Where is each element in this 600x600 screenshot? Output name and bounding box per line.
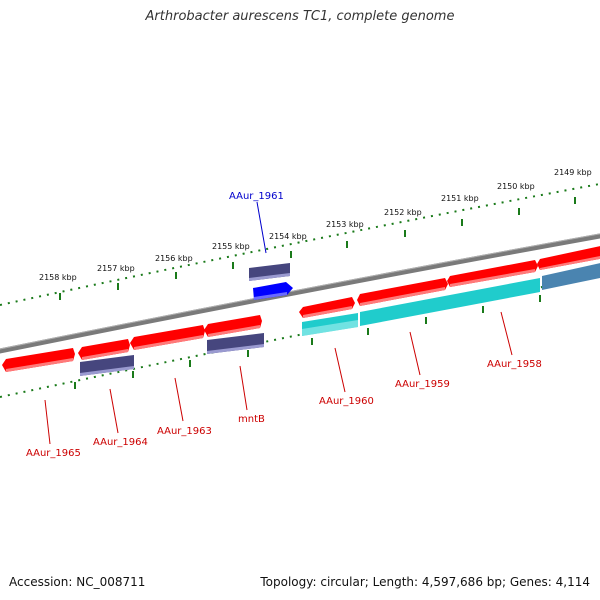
tick-label: 2153 kbp [326, 220, 364, 229]
gene-label-AAur-1961[interactable]: AAur_1961 [229, 191, 284, 202]
tick-label: 2157 kbp [97, 264, 135, 273]
ruler-tick-labels: 2149 kbp 2150 kbp 2151 kbp 2152 kbp 2153… [39, 168, 592, 282]
gene-labels: AAur_1961 AAur_1958 AAur_1959 AAur_1960 … [26, 191, 542, 459]
tick-label: 2156 kbp [155, 254, 193, 263]
lower-major-ticks [74, 295, 541, 389]
gene-label-AAur-1964[interactable]: AAur_1964 [93, 437, 148, 448]
tick-label: 2155 kbp [212, 242, 250, 251]
genome-stats-text: Topology: circular; Length: 4,597,686 bp… [260, 575, 590, 589]
genome-backbone-highlight [0, 233, 600, 350]
gene-label-AAur-1963[interactable]: AAur_1963 [157, 426, 212, 437]
gene-navy-box-mid[interactable] [207, 333, 264, 354]
gene-label-mntB[interactable]: mntB [238, 414, 265, 425]
gene-navy-box-left[interactable] [80, 355, 134, 376]
tick-label: 2151 kbp [441, 194, 479, 203]
upper-major-ticks [59, 197, 576, 300]
gene-label-AAur-1960[interactable]: AAur_1960 [319, 396, 374, 407]
gene-AAur-1959-arrow[interactable] [447, 260, 538, 287]
gene-label-AAur-1958[interactable]: AAur_1958 [487, 359, 542, 370]
tick-label: 2152 kbp [384, 208, 422, 217]
gene-AAur-1961-arrow[interactable] [253, 282, 293, 300]
tick-label: 2158 kbp [39, 273, 77, 282]
gene-AAur-1963-arrow[interactable] [130, 325, 205, 350]
gene-AAur-1960-arrow[interactable] [299, 297, 355, 318]
gene-mntB-arrow[interactable] [204, 315, 262, 337]
gene-navy-box-upper[interactable] [249, 263, 290, 281]
tick-label: 2154 kbp [269, 232, 307, 241]
gene-AAur-1965-arrow[interactable] [2, 348, 75, 372]
accession-text: Accession: NC_008711 [9, 575, 146, 589]
gene-AAur-1959b-arrow[interactable] [357, 278, 448, 306]
tick-label: 2150 kbp [497, 182, 535, 191]
tick-label: 2149 kbp [554, 168, 592, 177]
genome-title: Arthrobacter aurescens TC1, complete gen… [145, 9, 455, 24]
genome-backbone [0, 233, 600, 354]
gene-label-AAur-1959[interactable]: AAur_1959 [395, 379, 450, 390]
gene-AAur-1964-arrow[interactable] [78, 339, 130, 360]
label-connectors [44, 201, 513, 445]
rna-feature-band[interactable] [302, 262, 600, 336]
gene-AAur-1958-arrow[interactable] [537, 245, 600, 270]
gene-label-AAur-1965[interactable]: AAur_1965 [26, 448, 81, 459]
